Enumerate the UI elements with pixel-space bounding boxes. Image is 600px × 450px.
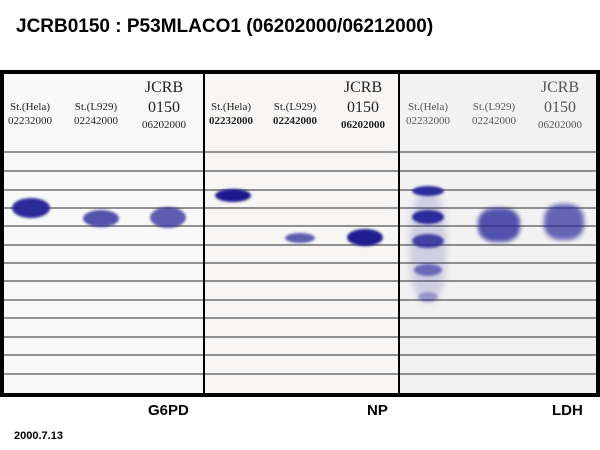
band [418, 292, 438, 302]
enzyme-label-ldh: LDH [552, 402, 583, 419]
lane-header-jcrb0150: JCRB 0150 06202000 [341, 79, 385, 131]
lane-header-l929: St.(L929) 02242000 [273, 101, 317, 127]
lane-header-jcrb0150: JCRB 0150 06202000 [538, 79, 582, 131]
lane-header-jcrb0150: JCRB 0150 06202000 [142, 79, 186, 131]
gel-grid-lines [205, 151, 398, 375]
band [478, 208, 520, 242]
date-label: 2000.7.13 [14, 430, 63, 442]
band [347, 229, 383, 246]
gel-panel-g6pd: St.(Hela) 02232000 St.(L929) 02242000 JC… [4, 74, 203, 393]
band [285, 233, 315, 243]
band [150, 207, 186, 228]
lane-header-l929: St.(L929) 02242000 [74, 101, 118, 127]
band [12, 198, 50, 218]
band [412, 210, 444, 224]
lane-header-l929: St.(L929) 02242000 [472, 101, 516, 127]
enzyme-label-np: NP [367, 402, 388, 419]
band [215, 189, 251, 202]
band [414, 264, 442, 276]
lane-header-hela: St.(Hela) 02232000 [406, 101, 450, 127]
band [83, 210, 119, 227]
band [412, 186, 444, 196]
gel-image: St.(Hela) 02232000 St.(L929) 02242000 JC… [0, 70, 600, 397]
lane-header-hela: St.(Hela) 02232000 [209, 101, 253, 127]
band [544, 204, 584, 240]
enzyme-label-g6pd: G6PD [148, 402, 189, 419]
band [412, 234, 444, 248]
gel-panel-np: St.(Hela) 02232000 St.(L929) 02242000 JC… [205, 74, 398, 393]
lane-header-hela: St.(Hela) 02232000 [8, 101, 52, 127]
gel-panel-ldh: St.(Hela) 02232000 St.(L929) 02242000 JC… [400, 74, 596, 393]
page-title: JCRB0150 : P53MLACO1 (06202000/06212000) [16, 16, 434, 37]
